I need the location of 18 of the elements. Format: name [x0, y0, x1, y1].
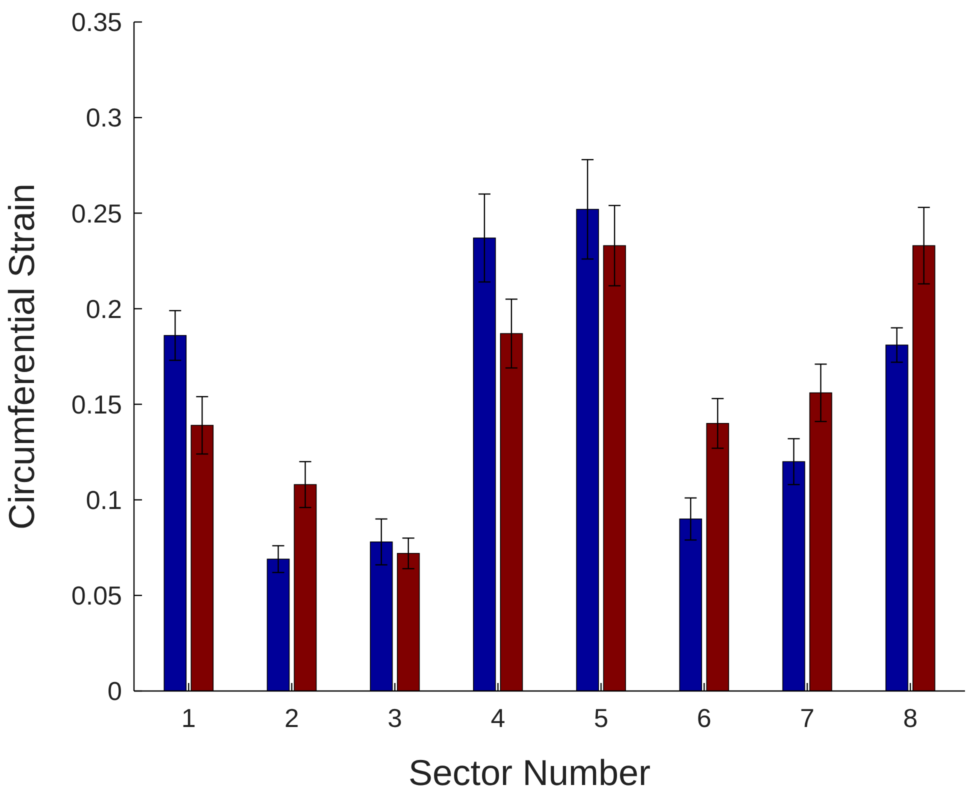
x-tick-label: 4 [490, 703, 506, 733]
x-tick-label: 5 [594, 703, 608, 733]
x-tick-label: 6 [696, 703, 712, 733]
y-tick-label: 0.3 [86, 102, 122, 133]
x-axis-title: Sector Number [408, 752, 651, 793]
y-tick-label: 0 [108, 676, 122, 706]
x-tick-label: 1 [181, 703, 196, 733]
y-tick-label: 0.35 [71, 7, 122, 38]
y-tick-label: 0.1 [86, 484, 122, 515]
y-tick-label: 0.05 [71, 580, 122, 611]
y-tick-label: 0.2 [86, 294, 122, 324]
y-axis-title: Circumferential Strain [1, 183, 42, 530]
x-tick-label: 7 [800, 703, 814, 733]
y-tick-label: 0.25 [71, 198, 122, 228]
x-tick-label: 8 [903, 703, 918, 733]
x-tick-label: 3 [388, 703, 402, 733]
y-tick-label: 0.15 [71, 389, 122, 420]
x-tick-label: 2 [284, 703, 299, 733]
